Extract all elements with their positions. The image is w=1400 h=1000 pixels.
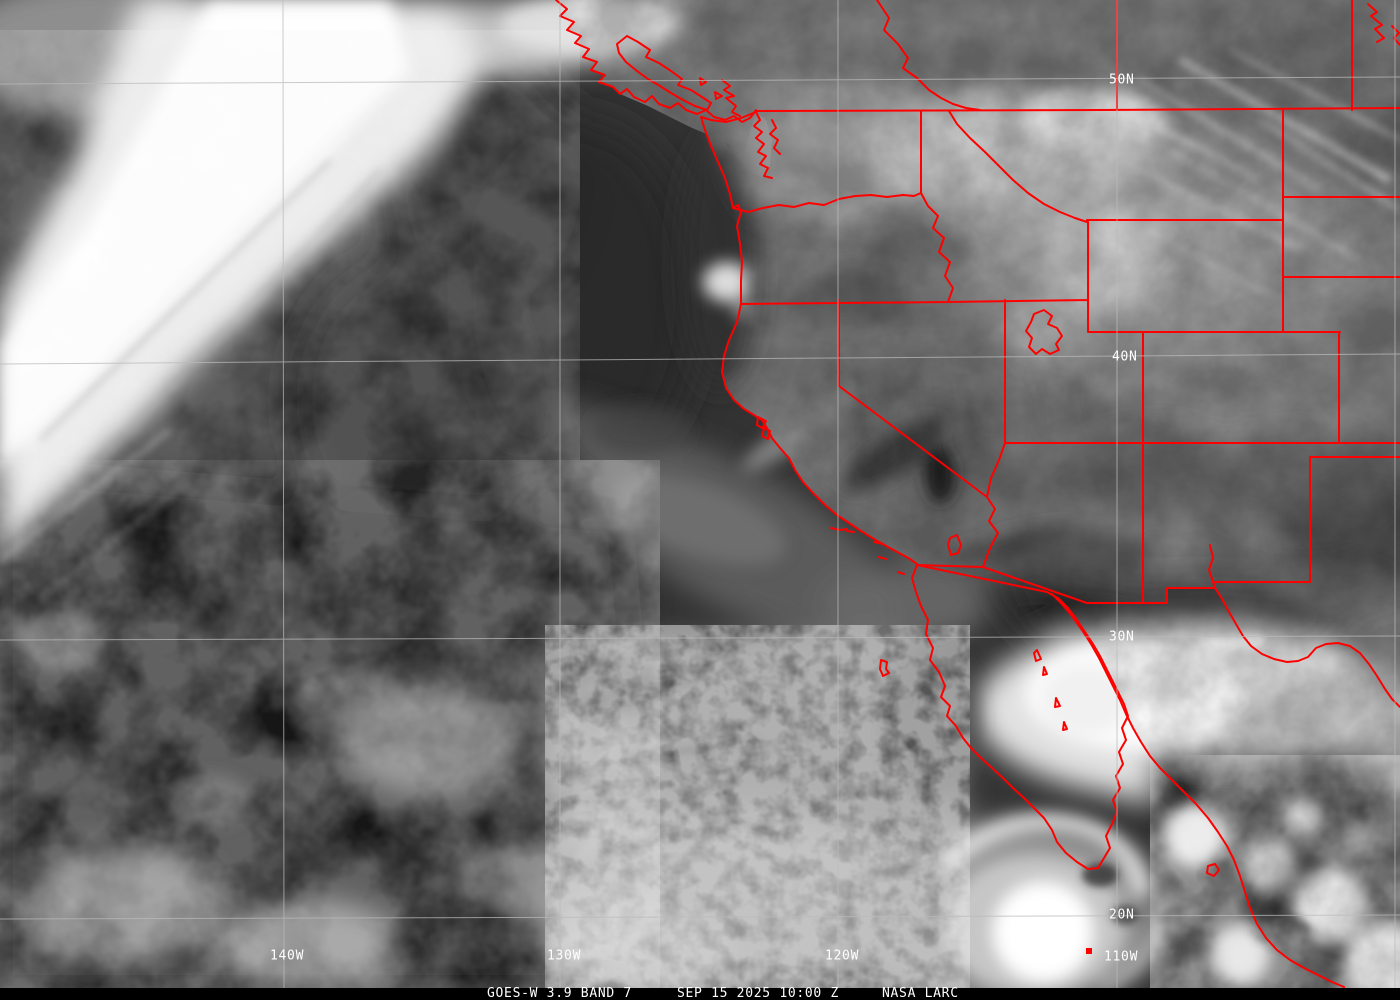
salton-sea-outline [947,534,962,556]
san-francisco-bay-outline [756,416,771,440]
longitude-label-110w: 110W [1104,949,1139,965]
footer-timestamp-label: SEP 15 2025 10:00 Z [677,986,840,1000]
longitude-label-120w: 120W [825,948,860,964]
latitude-gridline-40n [0,353,1400,365]
footer-bar: GOES-W 3.9 BAND 7 SEP 15 2025 10:00 Z NA… [0,986,1400,1000]
latitude-label-40n: 40N [1112,349,1138,365]
state-borders [732,109,1400,604]
latitude-label-50n: 50N [1109,72,1135,88]
bc-alberta-border [876,0,981,111]
footer-product-label: GOES-W 3.9 BAND 7 [487,986,632,1000]
puget-sound-outline [753,111,773,179]
latitude-gridline-50n [0,76,1400,85]
us-mexico-border [916,564,1400,708]
longitude-label-130w: 130W [547,948,582,964]
footer-credit-label: NASA LARC [882,986,959,1000]
latitude-gridline-20n [0,914,1400,920]
coastline-british-columbia [555,0,757,123]
longitude-label-140w: 140W [270,948,305,964]
great-salt-lake-outline [1025,309,1063,355]
latitude-gridline-30n [0,635,1400,641]
storm-center-marker [1086,948,1092,954]
map-outline-overlay [555,0,1400,988]
channel-islands [830,527,905,575]
latitude-label-20n: 20N [1109,907,1135,923]
latitude-label-30n: 30N [1109,629,1135,645]
coastline-west-us [700,111,918,565]
longitude-gridline-140w [282,0,285,989]
coastline-mexico-mainland [1051,593,1345,988]
us-canada-border [756,107,1400,112]
